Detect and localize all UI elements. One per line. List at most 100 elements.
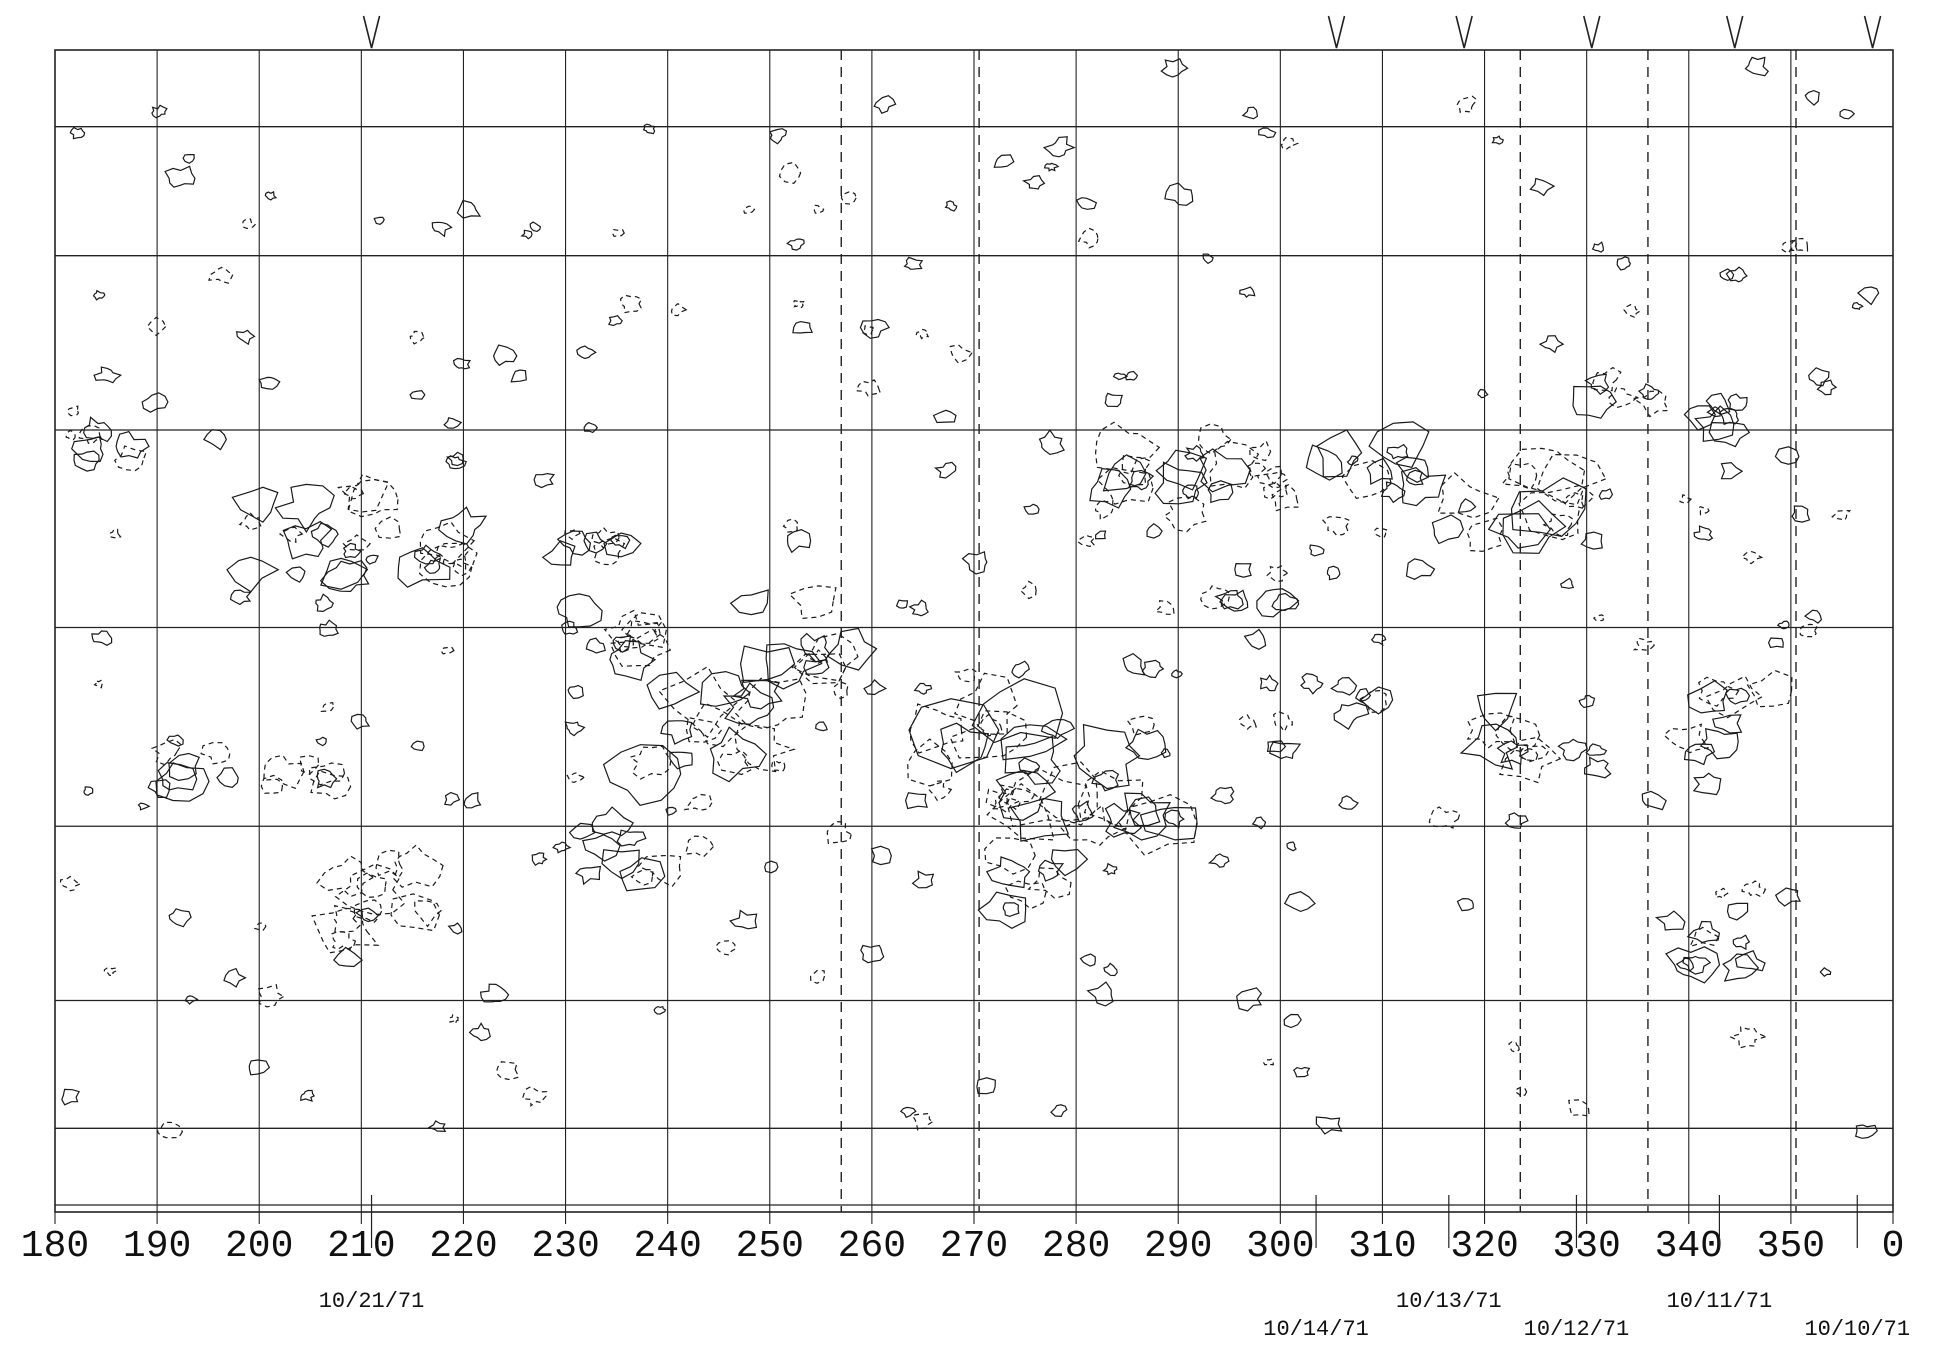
contour-blob xyxy=(308,762,346,786)
contour-blob xyxy=(691,702,747,748)
x-tick-label: 200 xyxy=(225,1225,293,1268)
contour-speck xyxy=(1697,506,1710,516)
contour-speck xyxy=(520,229,533,240)
x-tick-label: 190 xyxy=(123,1225,191,1268)
contour-speck xyxy=(1816,379,1838,396)
contour-speck xyxy=(1266,740,1287,753)
contour-speck xyxy=(1283,891,1316,913)
x-tick-label: 210 xyxy=(327,1225,395,1268)
contour-blob xyxy=(353,899,383,923)
contour-blob xyxy=(790,653,847,682)
contour-speck xyxy=(533,472,555,489)
contour-blob xyxy=(1683,743,1716,766)
contour-speck xyxy=(1529,177,1556,197)
contour-speck xyxy=(258,376,281,390)
v-marker xyxy=(1455,15,1473,49)
contour-blob xyxy=(601,849,640,880)
contour-speck xyxy=(1236,987,1263,1012)
contour-blob xyxy=(231,486,279,523)
contour-speck xyxy=(182,154,195,164)
contour-blob xyxy=(1018,757,1041,775)
contour-blob xyxy=(602,744,682,806)
contour-speck xyxy=(860,325,874,336)
x-tick-label: 340 xyxy=(1655,1225,1723,1268)
contour-blob xyxy=(1687,680,1728,714)
x-tick-label: 290 xyxy=(1144,1225,1212,1268)
contour-blob xyxy=(1592,366,1622,392)
contour-blob xyxy=(731,679,783,710)
contour-blob xyxy=(1663,723,1710,754)
contour-speck xyxy=(1094,499,1114,521)
contour-blob xyxy=(1037,761,1098,826)
contour-speck xyxy=(342,542,362,559)
contour-speck xyxy=(566,771,586,784)
contour-speck xyxy=(164,165,196,188)
contour-blob xyxy=(1400,467,1447,507)
contour-speck xyxy=(619,294,643,314)
x-tick-label: 300 xyxy=(1246,1225,1314,1268)
x-tick-label: 270 xyxy=(940,1225,1008,1268)
contour-blob xyxy=(685,716,723,743)
contour-speck xyxy=(452,357,472,370)
contour-speck xyxy=(1038,429,1065,456)
contour-speck xyxy=(373,216,385,225)
contour-speck xyxy=(315,736,327,747)
contour-speck xyxy=(1300,672,1324,695)
contour-speck xyxy=(1693,525,1714,541)
contour-speck xyxy=(1767,637,1784,649)
date-label: 10/10/71 xyxy=(1804,1317,1910,1342)
contour-speck xyxy=(529,221,542,233)
contour-speck xyxy=(583,421,599,434)
contour-blob xyxy=(1366,457,1393,485)
contour-blob xyxy=(1572,385,1617,419)
contour-speck xyxy=(1238,714,1258,731)
contour-blob xyxy=(610,534,631,550)
contour-blob xyxy=(1688,926,1720,948)
contour-blob xyxy=(556,530,592,556)
contour-speck xyxy=(463,792,482,809)
contour-speck xyxy=(1720,461,1744,480)
contour-speck xyxy=(427,1120,447,1132)
contour-speck xyxy=(1804,89,1820,106)
x-tick-label: 250 xyxy=(736,1225,804,1268)
contour-speck xyxy=(1079,953,1096,967)
contour-blob xyxy=(1009,797,1070,842)
contour-blob xyxy=(1476,692,1518,732)
contour-speck xyxy=(1428,806,1461,829)
contour-speck xyxy=(1077,227,1099,249)
contour-speck xyxy=(200,742,231,765)
contour-blob xyxy=(1675,957,1695,972)
contour-blob xyxy=(414,900,442,928)
top-markers xyxy=(362,15,1882,49)
contour-speck xyxy=(608,315,623,327)
contour-speck xyxy=(764,860,779,874)
contour-speck xyxy=(300,1089,316,1103)
contour-blob xyxy=(574,865,602,886)
contour-speck xyxy=(742,205,756,214)
contour-speck xyxy=(911,1112,934,1131)
contour-speck xyxy=(146,316,167,337)
contour-blob xyxy=(1037,859,1065,882)
contour-blob xyxy=(986,783,1055,841)
contour-blob xyxy=(826,627,878,671)
contour-speck xyxy=(1171,669,1183,679)
contour-blob xyxy=(1694,405,1735,442)
contour-speck xyxy=(1726,902,1749,921)
contour-speck xyxy=(92,289,106,301)
contour-speck xyxy=(1286,841,1297,852)
contour-blob xyxy=(1466,712,1516,750)
contour-speck xyxy=(332,946,364,968)
contour-speck xyxy=(1791,505,1811,523)
contour-speck xyxy=(83,786,94,796)
contour-blob xyxy=(1496,740,1529,765)
contour-speck xyxy=(1725,266,1748,283)
contour-blob xyxy=(83,416,113,443)
contour-blob xyxy=(115,430,150,459)
contour-blob xyxy=(1386,443,1409,460)
contour-blob xyxy=(646,671,701,710)
contour-blob xyxy=(1395,456,1430,483)
contour-speck xyxy=(103,966,117,977)
contour-blob xyxy=(393,844,444,888)
contour-blob xyxy=(1437,471,1500,519)
contour-blob xyxy=(1234,562,1252,578)
